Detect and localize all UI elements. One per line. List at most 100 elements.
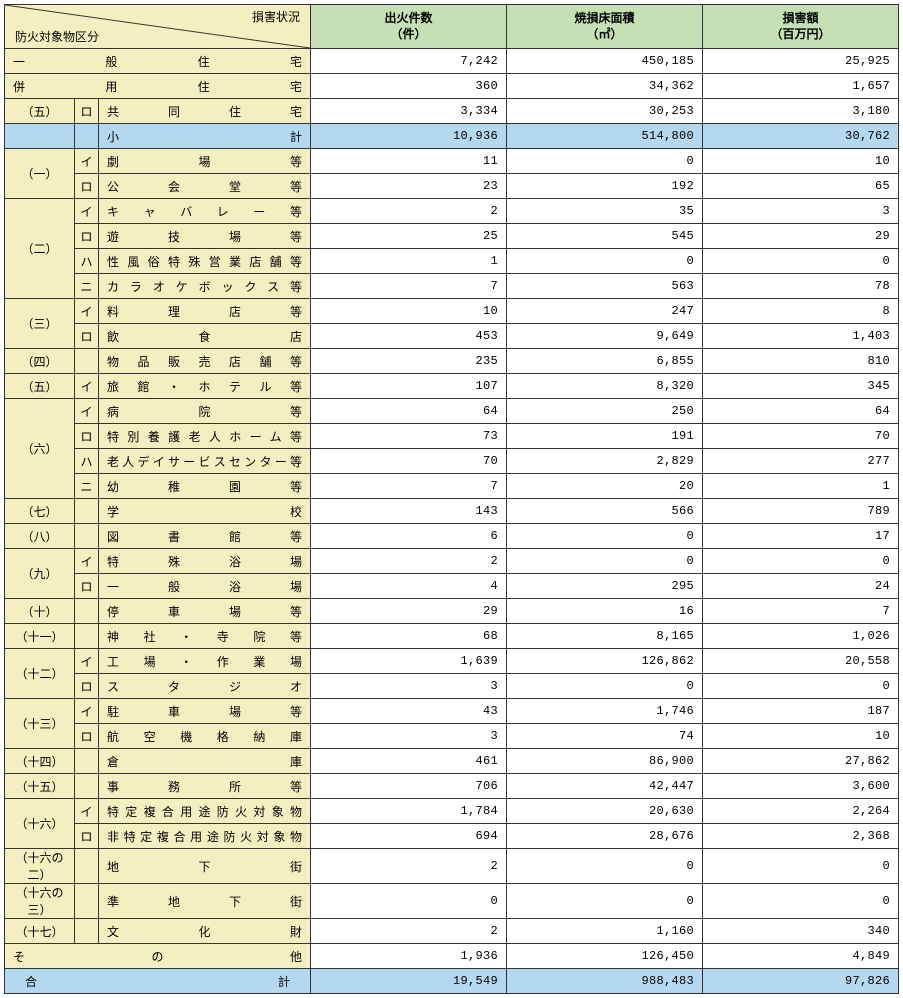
category-cell: （十二） (5, 649, 75, 699)
value-cell: 0 (703, 849, 899, 884)
table-row: （七）学校143566789 (5, 499, 899, 524)
value-cell: 3,180 (703, 99, 899, 124)
sub-cell: ロ (75, 424, 99, 449)
value-cell: 20 (507, 474, 703, 499)
sub-cell: イ (75, 374, 99, 399)
value-cell: 1,657 (703, 74, 899, 99)
value-cell: 8,320 (507, 374, 703, 399)
value-cell: 810 (703, 349, 899, 374)
table-row: 小計10,936514,80030,762 (5, 124, 899, 149)
row-name: スタジオ (99, 674, 311, 699)
table-row: その他1,936126,4504,849 (5, 944, 899, 969)
row-name: 幼稚園等 (99, 474, 311, 499)
table-row: 合計19,549988,48397,826 (5, 969, 899, 994)
category-cell: （十六の二） (5, 849, 75, 884)
table-row: ハ老人デイサービスセンター等702,829277 (5, 449, 899, 474)
header-top-label: 損害状況 (252, 8, 300, 25)
value-cell: 126,862 (507, 649, 703, 674)
value-cell: 277 (703, 449, 899, 474)
value-cell: 694 (311, 824, 507, 849)
value-cell: 17 (703, 524, 899, 549)
table-row: （十六の二）地下街200 (5, 849, 899, 884)
table-row: （十）停車場等29167 (5, 599, 899, 624)
value-cell: 19,549 (311, 969, 507, 994)
value-cell: 35 (507, 199, 703, 224)
sub-cell: ニ (75, 274, 99, 299)
category-cell: （十四） (5, 749, 75, 774)
value-cell: 4,849 (703, 944, 899, 969)
category-cell: （七） (5, 499, 75, 524)
row-name: 一般住宅 (5, 49, 311, 74)
value-cell: 143 (311, 499, 507, 524)
category-cell: （二） (5, 199, 75, 299)
row-name: 飲食店 (99, 324, 311, 349)
row-name: 性風俗特殊営業店舗等 (99, 249, 311, 274)
value-cell: 2 (311, 849, 507, 884)
row-name: 劇場等 (99, 149, 311, 174)
table-row: （五）ロ共同住宅3,33430,2533,180 (5, 99, 899, 124)
value-cell: 10,936 (311, 124, 507, 149)
header-bottom-label: 防火対象物区分 (15, 28, 99, 45)
row-name: 航空機格納庫 (99, 724, 311, 749)
row-name: 地下街 (99, 849, 311, 884)
table-row: ロ一般浴場429524 (5, 574, 899, 599)
sub-cell (75, 774, 99, 799)
value-cell: 295 (507, 574, 703, 599)
table-row: （十五）事務所等70642,4473,600 (5, 774, 899, 799)
category-cell: （九） (5, 549, 75, 599)
value-cell: 68 (311, 624, 507, 649)
table-row: （十二）イ工場・作業場1,639126,86220,558 (5, 649, 899, 674)
value-cell: 0 (311, 884, 507, 919)
value-cell: 3 (311, 724, 507, 749)
value-cell: 340 (703, 919, 899, 944)
sub-cell: ロ (75, 174, 99, 199)
sub-cell: ロ (75, 674, 99, 699)
sub-cell (75, 499, 99, 524)
sub-cell: ロ (75, 824, 99, 849)
category-cell: （十五） (5, 774, 75, 799)
value-cell: 78 (703, 274, 899, 299)
value-cell: 6 (311, 524, 507, 549)
table-row: （三）イ料理店等102478 (5, 299, 899, 324)
table-row: ロ公会堂等2319265 (5, 174, 899, 199)
table-row: 併用住宅36034,3621,657 (5, 74, 899, 99)
value-cell: 1,936 (311, 944, 507, 969)
category-cell: （十六の三） (5, 884, 75, 919)
value-cell: 86,900 (507, 749, 703, 774)
category-cell: （三） (5, 299, 75, 349)
row-name: 料理店等 (99, 299, 311, 324)
sub-cell: イ (75, 199, 99, 224)
row-name: 遊技場等 (99, 224, 311, 249)
value-cell: 27,862 (703, 749, 899, 774)
table-row: ロスタジオ300 (5, 674, 899, 699)
sub-cell: ハ (75, 449, 99, 474)
value-cell: 1,403 (703, 324, 899, 349)
value-cell: 64 (703, 399, 899, 424)
value-cell: 345 (703, 374, 899, 399)
table-row: （十七）文化財21,160340 (5, 919, 899, 944)
table-row: （二）イキャバレー等2353 (5, 199, 899, 224)
total-label: 合計 (5, 969, 311, 994)
category-cell: （十） (5, 599, 75, 624)
value-cell: 4 (311, 574, 507, 599)
sub-cell: ロ (75, 574, 99, 599)
value-cell: 30,762 (703, 124, 899, 149)
value-cell: 2 (311, 199, 507, 224)
value-cell: 30,253 (507, 99, 703, 124)
fire-damage-table: 損害状況 防火対象物区分 出火件数（件） 焼損床面積（㎡） 損害額（百万円） 一… (4, 4, 899, 994)
value-cell: 34,362 (507, 74, 703, 99)
table-row: （十六の三）準地下街000 (5, 884, 899, 919)
value-cell: 450,185 (507, 49, 703, 74)
value-cell: 1,746 (507, 699, 703, 724)
value-cell: 0 (703, 249, 899, 274)
sub-cell (75, 349, 99, 374)
value-cell: 10 (703, 724, 899, 749)
value-cell: 29 (703, 224, 899, 249)
value-cell: 7,242 (311, 49, 507, 74)
row-name: 物品販売店舗等 (99, 349, 311, 374)
value-cell: 16 (507, 599, 703, 624)
value-cell: 453 (311, 324, 507, 349)
row-name: カラオケボックス等 (99, 274, 311, 299)
value-cell: 0 (703, 674, 899, 699)
value-cell: 25 (311, 224, 507, 249)
